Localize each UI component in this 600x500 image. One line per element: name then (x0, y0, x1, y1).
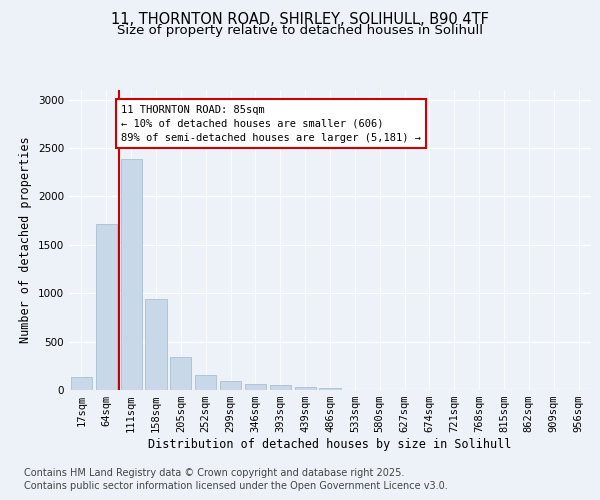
Bar (220, 382, 241, 390)
Bar (145, 299, 167, 390)
Text: Contains HM Land Registry data © Crown copyright and database right 2025.: Contains HM Land Registry data © Crown c… (24, 468, 404, 477)
Text: Contains public sector information licensed under the Open Government Licence v3: Contains public sector information licen… (24, 481, 448, 491)
Text: 11, THORNTON ROAD, SHIRLEY, SOLIHULL, B90 4TF: 11, THORNTON ROAD, SHIRLEY, SOLIHULL, B9… (111, 12, 489, 28)
Text: 11 THORNTON ROAD: 85sqm
← 10% of detached houses are smaller (606)
89% of semi-d: 11 THORNTON ROAD: 85sqm ← 10% of detache… (121, 104, 421, 142)
Bar (170, 357, 191, 390)
Bar (270, 385, 291, 390)
Bar (195, 374, 216, 390)
X-axis label: Distribution of detached houses by size in Solihull: Distribution of detached houses by size … (148, 438, 512, 451)
Y-axis label: Number of detached properties: Number of detached properties (19, 136, 32, 344)
Bar (96, 224, 117, 390)
Text: Size of property relative to detached houses in Solihull: Size of property relative to detached ho… (117, 24, 483, 37)
Bar (319, 388, 341, 390)
Bar (71, 378, 92, 390)
Bar (121, 158, 142, 390)
Bar (245, 384, 266, 390)
Bar (295, 387, 316, 390)
